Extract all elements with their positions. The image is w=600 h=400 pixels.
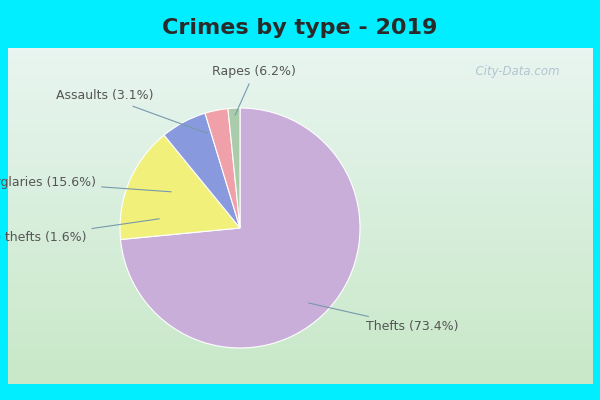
Wedge shape bbox=[120, 135, 240, 240]
Text: Assaults (3.1%): Assaults (3.1%) bbox=[56, 90, 208, 134]
Wedge shape bbox=[205, 109, 240, 228]
Text: Auto thefts (1.6%): Auto thefts (1.6%) bbox=[0, 219, 159, 244]
Wedge shape bbox=[228, 108, 240, 228]
Wedge shape bbox=[121, 108, 360, 348]
Text: Thefts (73.4%): Thefts (73.4%) bbox=[309, 303, 458, 333]
Text: Rapes (6.2%): Rapes (6.2%) bbox=[212, 66, 296, 115]
Text: Burglaries (15.6%): Burglaries (15.6%) bbox=[0, 176, 171, 192]
Text: City-Data.com: City-Data.com bbox=[468, 66, 560, 78]
Wedge shape bbox=[164, 113, 240, 228]
Text: Crimes by type - 2019: Crimes by type - 2019 bbox=[163, 18, 437, 38]
